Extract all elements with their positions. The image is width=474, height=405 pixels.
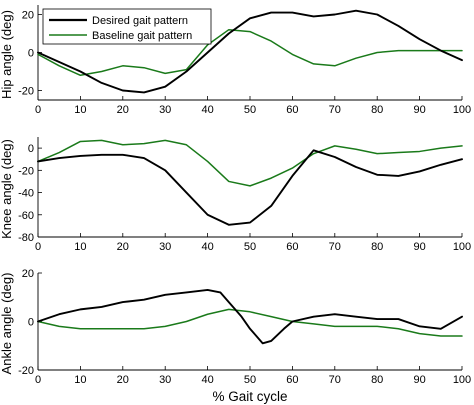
series-line-baseline: [37, 28, 463, 77]
x-tick-label: 90: [413, 104, 425, 116]
x-tick-label: 50: [244, 104, 256, 116]
y-tick-label: 20: [22, 268, 34, 280]
y-tick-label: 0: [28, 317, 34, 329]
x-tick-label: 20: [117, 374, 129, 386]
x-tick-label: 20: [117, 104, 129, 116]
y-axis-label: Knee angle (deg): [0, 139, 14, 239]
x-tick-label: 100: [453, 104, 471, 116]
series-line-desired: [37, 149, 463, 226]
x-tick-label: 80: [371, 104, 383, 116]
y-axis-label: Ankle angle (deg): [0, 273, 14, 375]
x-tick-label: 40: [201, 374, 213, 386]
x-tick-label: 10: [74, 241, 86, 253]
x-tick-label: 20: [117, 241, 129, 253]
x-tick-label: 80: [371, 374, 383, 386]
x-tick-label: 60: [286, 374, 298, 386]
y-tick-label: 0: [28, 48, 34, 60]
x-tick-label: 60: [286, 104, 298, 116]
x-tick-label: 90: [413, 374, 425, 386]
x-tick-label: 0: [35, 241, 41, 253]
y-tick-label: -60: [18, 210, 34, 222]
y-tick-label: 0: [28, 143, 34, 155]
y-tick-label: -40: [18, 188, 34, 200]
legend-box: [42, 8, 212, 45]
legend-label-desired: Desired gait pattern: [92, 15, 188, 27]
panel-2: 0 10 20 30 40 50 60 70 80 90 100 -80 -60 -40 -20 0 Knee …: [0, 137, 471, 253]
y-tick-label: 20: [22, 10, 34, 22]
series-line-baseline: [37, 308, 463, 337]
y-tick-label: -20: [18, 86, 34, 98]
x-tick-label: 50: [244, 241, 256, 253]
x-tick-label: 0: [35, 374, 41, 386]
x-tick-label: 30: [159, 374, 171, 386]
x-axis-label: % Gait cycle: [212, 389, 287, 404]
series-line-desired: [37, 289, 463, 345]
x-tick-label: 80: [371, 241, 383, 253]
x-tick-label: 100: [453, 241, 471, 253]
y-tick-label: -20: [18, 365, 34, 377]
series-line-desired: [37, 9, 463, 94]
x-tick-label: 30: [159, 241, 171, 253]
legend-label-baseline: Baseline gait pattern: [92, 30, 192, 42]
x-tick-label: 30: [159, 104, 171, 116]
y-tick-label: -20: [18, 165, 34, 177]
x-tick-label: 10: [74, 104, 86, 116]
x-tick-label: 40: [201, 104, 213, 116]
x-tick-label: 70: [329, 374, 341, 386]
x-tick-label: 40: [201, 241, 213, 253]
x-tick-label: 70: [329, 104, 341, 116]
x-tick-label: 70: [329, 241, 341, 253]
y-tick-label: -80: [18, 232, 34, 244]
y-axis-label: Hip angle (deg): [0, 10, 14, 99]
x-tick-label: 50: [244, 374, 256, 386]
x-tick-label: 60: [286, 241, 298, 253]
x-tick-label: 100: [453, 374, 471, 386]
legend: Desired gait pattern Baseline gait patte…: [42, 8, 212, 45]
x-tick-label: 0: [35, 104, 41, 116]
series-line-baseline: [37, 139, 463, 187]
x-tick-label: 90: [413, 241, 425, 253]
x-tick-label: 10: [74, 374, 86, 386]
